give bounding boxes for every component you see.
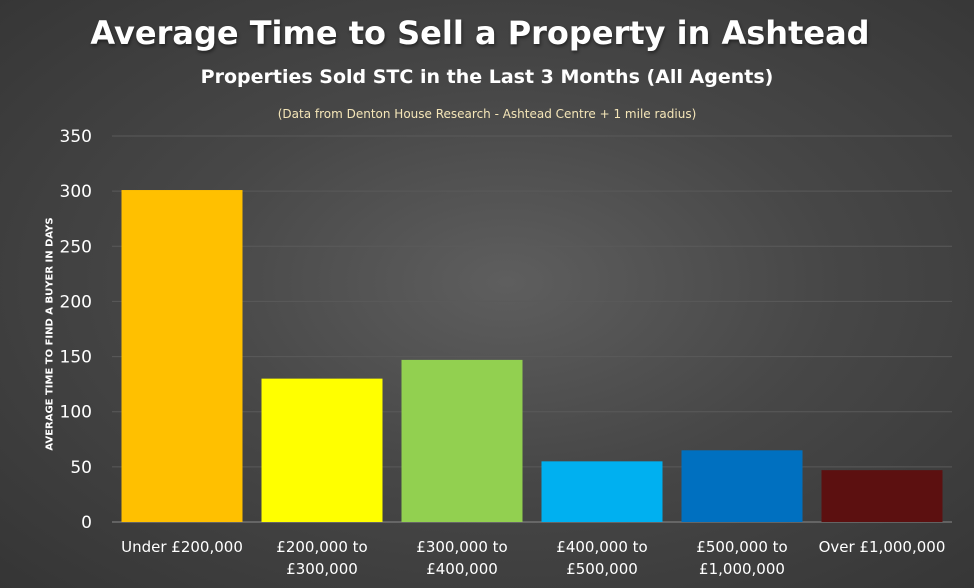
x-tick-label-4-line-2: £500,000 [566, 560, 638, 578]
bar-5 [681, 450, 803, 522]
x-tick-label-4-line-1: £400,000 to [556, 538, 647, 556]
bar-2 [261, 378, 383, 522]
bar-1 [121, 190, 243, 523]
y-tick-label-350: 350 [60, 127, 92, 147]
x-tick-label-3-line-1: £300,000 to [416, 538, 507, 556]
x-tick-label-5-line-1: £500,000 to [696, 538, 787, 556]
chart-title: Average Time to Sell a Property in Ashte… [90, 14, 870, 52]
y-tick-label-0: 0 [81, 513, 92, 533]
y-tick-label-50: 50 [70, 458, 92, 478]
chart-subtitle: Properties Sold STC in the Last 3 Months… [200, 66, 774, 88]
y-tick-label-250: 250 [60, 237, 92, 257]
x-tick-label-2-line-1: £200,000 to [276, 538, 367, 556]
x-tick-label-3-line-2: £400,000 [426, 560, 498, 578]
bar-3 [401, 359, 523, 522]
x-tick-label-6: Over £1,000,000 [819, 538, 946, 556]
x-tick-label-2-line-2: £300,000 [286, 560, 358, 578]
x-tick-label-5-line-2: £1,000,000 [699, 560, 785, 578]
chart-source-note: (Data from Denton House Research - Ashte… [277, 107, 697, 121]
y-tick-label-200: 200 [60, 292, 92, 312]
bar-4 [541, 461, 663, 522]
y-tick-label-300: 300 [60, 182, 92, 202]
y-tick-label-100: 100 [60, 403, 92, 423]
bar-6 [821, 470, 943, 522]
y-tick-label-150: 150 [60, 348, 92, 368]
x-tick-label-1: Under £200,000 [121, 538, 243, 556]
